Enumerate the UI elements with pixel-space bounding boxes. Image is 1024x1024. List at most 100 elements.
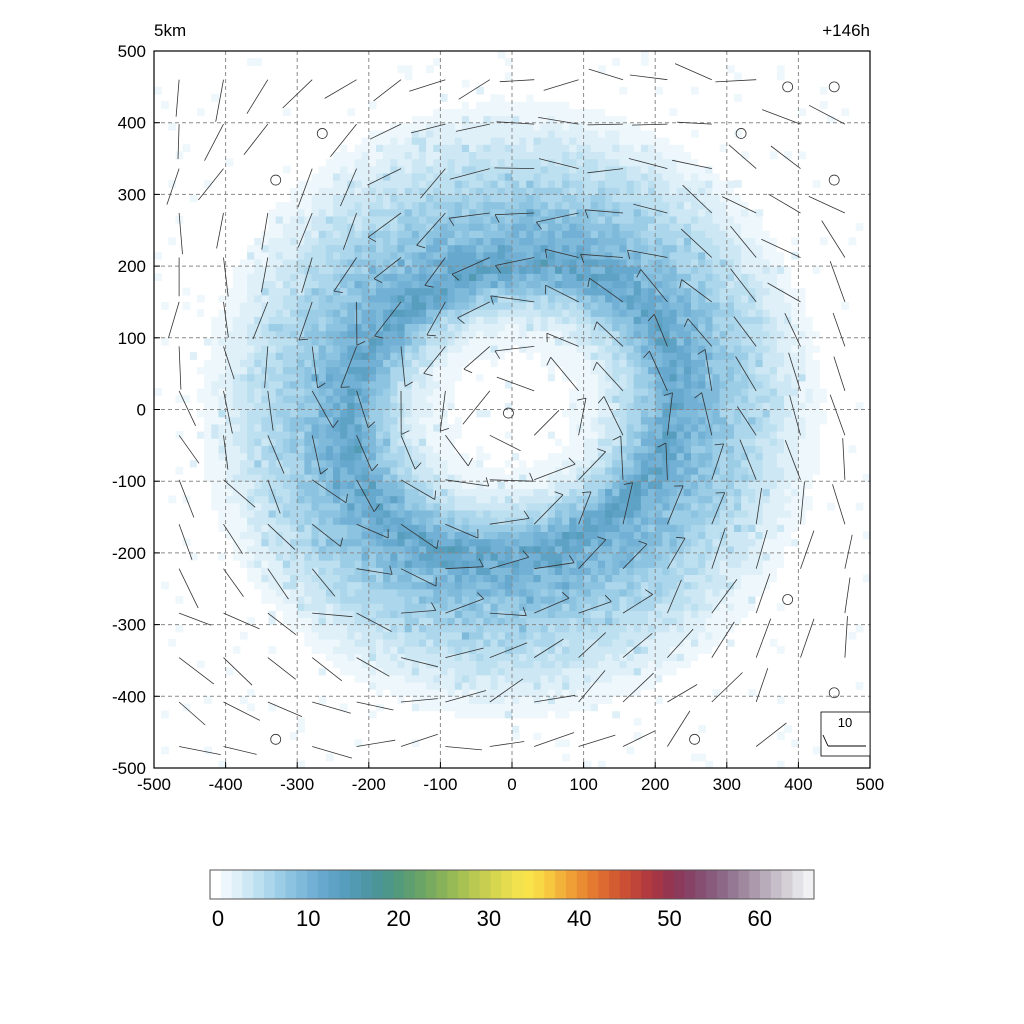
field-cell (519, 359, 527, 368)
field-cell (476, 703, 484, 712)
field-cell (247, 373, 255, 382)
field-cell (390, 595, 399, 604)
field-cell (218, 409, 227, 418)
field-cell (533, 86, 542, 95)
field-cell (640, 617, 649, 626)
field-cell (597, 588, 606, 597)
field-cell (440, 653, 449, 662)
field-cell (418, 409, 427, 418)
field-cell (404, 696, 413, 705)
field-cell (504, 509, 513, 518)
field-cell (554, 574, 563, 583)
field-cell (454, 588, 463, 597)
field-cell (304, 215, 313, 224)
field-cell (254, 251, 262, 260)
field-cell (333, 373, 341, 382)
field-cell (526, 423, 535, 432)
field-cell (375, 344, 384, 353)
field-cell (318, 244, 327, 253)
field-cell (297, 402, 305, 411)
field-cell (562, 710, 570, 719)
field-cell (640, 509, 649, 518)
field-cell (562, 215, 570, 224)
field-cell (325, 531, 334, 540)
field-cell (562, 165, 570, 174)
field-cell (404, 545, 413, 554)
field-cell (225, 344, 234, 353)
field-cell (247, 352, 255, 360)
field-cell (605, 108, 613, 117)
field-cell (483, 273, 492, 282)
field-cell (540, 387, 549, 396)
field-cell (390, 660, 399, 669)
field-cell (347, 244, 356, 253)
field-cell (333, 380, 341, 389)
field-cell (454, 258, 463, 267)
field-cell (504, 115, 513, 124)
field-cell (368, 681, 377, 690)
field-cell (440, 538, 449, 547)
field-cell (383, 502, 391, 511)
field-cell (225, 359, 234, 368)
field-cell (640, 172, 649, 181)
field-cell (318, 545, 327, 554)
field-cell (633, 244, 642, 253)
field-cell (333, 674, 341, 683)
field-cell (275, 617, 284, 626)
field-cell (547, 180, 556, 188)
field-cell (633, 617, 642, 626)
field-cell (361, 631, 370, 640)
field-cell (375, 517, 384, 525)
field-cell (239, 423, 248, 432)
field-cell (612, 438, 620, 446)
field-cell (512, 502, 520, 511)
field-cell (426, 294, 434, 303)
field-cell (290, 287, 298, 296)
field-cell (547, 258, 556, 267)
field-cell (583, 323, 592, 332)
field-cell (218, 531, 227, 540)
field-cell (433, 710, 441, 719)
field-cell (225, 330, 234, 339)
field-cell (640, 215, 649, 224)
field-cell (239, 387, 248, 396)
field-cell (633, 581, 642, 590)
field-cell (461, 481, 470, 489)
field-cell (347, 581, 356, 590)
field-cell (411, 689, 420, 697)
field-cell (297, 531, 305, 540)
field-cell (605, 617, 613, 626)
field-cell (325, 395, 334, 403)
field-cell (290, 438, 298, 446)
field-cell (454, 122, 463, 131)
field-cell (418, 603, 427, 611)
field-cell (454, 294, 463, 303)
field-cell (583, 301, 592, 310)
field-cell (483, 574, 492, 583)
field-cell (454, 488, 463, 497)
field-cell (497, 617, 506, 626)
field-cell (211, 294, 220, 303)
field-cell (633, 502, 642, 511)
field-cell (533, 423, 542, 432)
field-cell (354, 158, 363, 167)
field-cell (354, 638, 363, 647)
field-cell (504, 230, 513, 239)
field-cell (375, 122, 384, 131)
field-cell (239, 287, 248, 296)
field-cell (354, 144, 363, 152)
field-cell (590, 223, 599, 231)
field-cell (433, 359, 441, 368)
field-cell (325, 187, 334, 195)
field-cell (619, 165, 628, 174)
field-cell (447, 187, 456, 195)
field-cell (204, 746, 212, 755)
field-cell (261, 538, 270, 547)
field-cell (333, 237, 341, 246)
field-cell (304, 631, 313, 640)
field-cell (361, 273, 370, 282)
field-cell (404, 624, 413, 633)
field-cell (232, 531, 241, 540)
field-cell (354, 646, 363, 654)
field-cell (239, 266, 248, 274)
